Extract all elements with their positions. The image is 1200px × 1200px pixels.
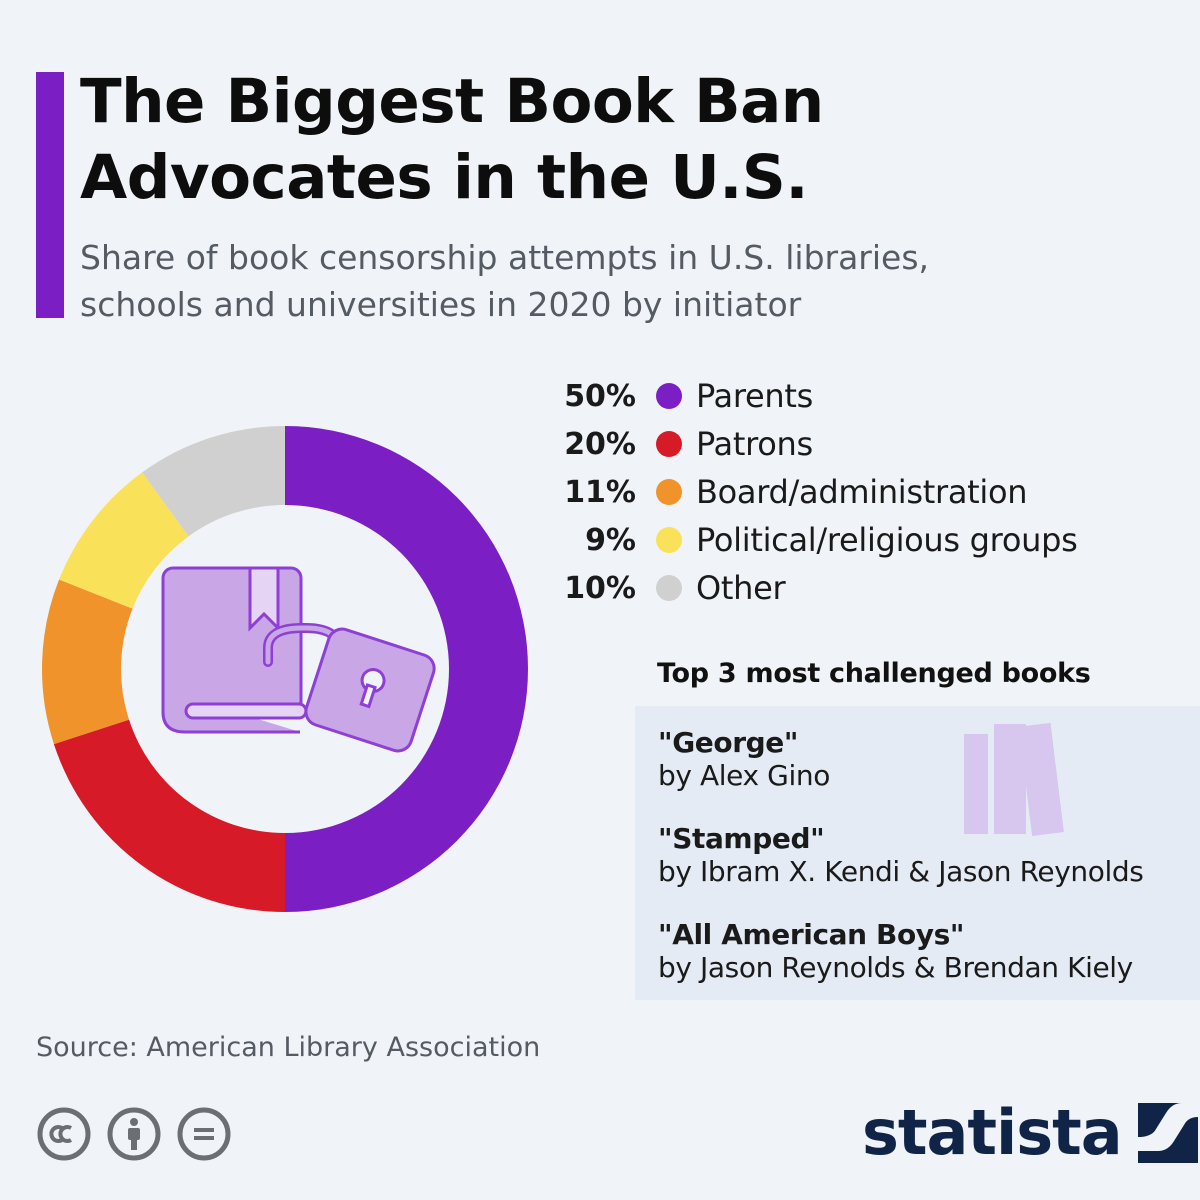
legend-value: 50%: [564, 378, 636, 414]
donut-slice-political-religious-groups: [59, 472, 189, 609]
legend-label: Board/administration: [696, 473, 1028, 511]
books-stack-icon: [964, 722, 1064, 836]
legend-label: Parents: [696, 377, 814, 415]
statista-logo-icon: [1137, 1103, 1198, 1163]
legend-swatch: [656, 431, 682, 457]
legend-row-parents: 50% Parents: [540, 372, 1077, 420]
title-line-1: The Biggest Book Ban: [80, 66, 824, 137]
books-panel: [635, 706, 1200, 1000]
legend-value: 10%: [564, 570, 636, 606]
donut-slice-patrons: [53, 719, 285, 912]
book-lock-icon: [161, 566, 436, 753]
books-heading: Top 3 most challenged books: [657, 658, 1091, 689]
page-title: The Biggest Book Ban Advocates in the U.…: [80, 64, 824, 216]
legend-row-patrons: 20% Patrons: [540, 420, 1077, 468]
book-author: by Alex Gino: [658, 759, 830, 792]
source-note: Source: American Library Association: [36, 1032, 541, 1063]
book-title: "All American Boys": [658, 918, 965, 951]
legend-swatch: [656, 575, 682, 601]
book-item-2: "Stamped" by Ibram X. Kendi & Jason Reyn…: [658, 822, 1144, 888]
donut-chart: [41, 426, 528, 912]
legend-label: Political/religious groups: [696, 521, 1078, 559]
subtitle-line-2: schools and universities in 2020 by init…: [80, 285, 802, 324]
legend-row-other: 10% Other: [540, 564, 1077, 612]
donut-slice-parents: [285, 426, 528, 912]
donut-slice-board-administration: [41, 579, 133, 745]
book-item-1: "George" by Alex Gino: [658, 726, 830, 792]
title-line-2: Advocates in the U.S.: [80, 142, 809, 213]
subtitle-line-1: Share of book censorship attempts in U.S…: [80, 238, 930, 277]
license-icons: [36, 1106, 246, 1162]
legend-swatch: [656, 479, 682, 505]
page-subtitle: Share of book censorship attempts in U.S…: [80, 234, 929, 328]
legend-row-political-religious: 9% Political/religious groups: [540, 516, 1078, 564]
donut-slices: [41, 426, 528, 912]
title-accent-bar: [36, 72, 64, 318]
book-item-3: "All American Boys" by Jason Reynolds & …: [658, 918, 1133, 984]
legend-value: 9%: [585, 522, 636, 558]
legend-row-board-administration: 11% Board/administration: [540, 468, 1077, 516]
legend-value: 20%: [564, 426, 636, 462]
no-derivatives-icon[interactable]: [176, 1106, 232, 1162]
book-title: "Stamped": [658, 822, 825, 855]
book-author: by Jason Reynolds & Brendan Kiely: [658, 951, 1133, 984]
attribution-icon[interactable]: [106, 1106, 162, 1162]
book-title: "George": [658, 726, 799, 759]
legend-swatch: [656, 383, 682, 409]
chart-legend: 50% Parents 20% Patrons 11% Board/admini…: [540, 372, 1078, 612]
statista-logo[interactable]: statista: [862, 1098, 1198, 1168]
legend-swatch: [656, 527, 682, 553]
brand-name: statista: [862, 1096, 1123, 1169]
legend-label: Patrons: [696, 425, 813, 463]
legend-label: Other: [696, 569, 786, 607]
donut-slice-other: [142, 426, 285, 537]
legend-value: 11%: [564, 474, 636, 510]
book-author: by Ibram X. Kendi & Jason Reynolds: [658, 855, 1144, 888]
creative-commons-icon[interactable]: [36, 1106, 92, 1162]
